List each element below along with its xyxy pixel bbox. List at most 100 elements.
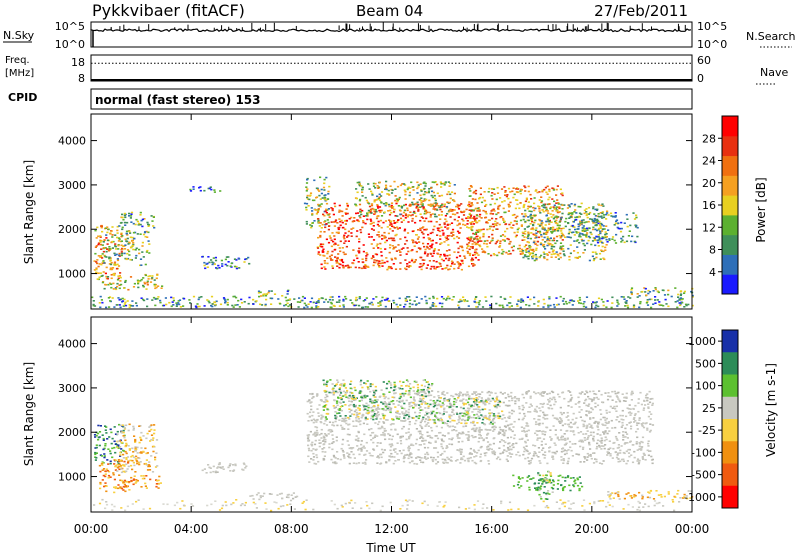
power-cell xyxy=(204,267,207,270)
power-cell xyxy=(447,244,450,246)
power-cell xyxy=(456,224,459,227)
power-cell xyxy=(537,223,540,225)
power-cell xyxy=(350,235,353,237)
power-cell xyxy=(365,199,368,202)
velocity-cell xyxy=(461,440,464,443)
power-cell xyxy=(548,251,551,254)
velocity-cell xyxy=(605,409,608,412)
power-cell xyxy=(636,235,639,238)
power-cell xyxy=(437,253,440,255)
power-cell xyxy=(597,305,600,308)
power-cell xyxy=(517,300,520,302)
power-cell xyxy=(467,238,470,241)
power-cell xyxy=(604,235,607,238)
power-cell xyxy=(141,298,145,301)
y-tick-label: 3000 xyxy=(58,179,86,192)
velocity-cell xyxy=(514,402,517,405)
velocity-cell xyxy=(101,464,104,466)
velocity-cell xyxy=(119,451,122,454)
velocity-cell xyxy=(405,399,408,402)
power-cell xyxy=(376,205,379,208)
power-cell xyxy=(576,251,579,254)
velocity-cell xyxy=(587,435,590,437)
power-cell xyxy=(296,301,299,303)
velocity-cell xyxy=(502,414,505,416)
velocity-cell xyxy=(506,460,509,462)
power-cell xyxy=(457,262,460,264)
power-cell xyxy=(469,217,472,219)
velocity-cell xyxy=(330,458,333,461)
power-cell xyxy=(109,263,113,266)
power-cell xyxy=(252,298,255,301)
velocity-cell xyxy=(339,394,342,396)
power-cell xyxy=(420,298,423,300)
power-cell xyxy=(519,190,522,192)
velocity-cell xyxy=(117,440,120,442)
velocity-cell xyxy=(364,453,367,456)
power-cell xyxy=(482,235,485,238)
velocity-cell xyxy=(117,459,121,461)
power-cell xyxy=(446,235,449,237)
power-cell xyxy=(560,248,563,251)
power-cell xyxy=(233,258,237,260)
power-cell xyxy=(127,243,130,245)
power-cell xyxy=(601,212,604,215)
velocity-cell xyxy=(598,444,601,447)
power-cell xyxy=(449,265,452,267)
power-cell xyxy=(601,203,604,205)
velocity-cell xyxy=(586,391,589,394)
velocity-cell xyxy=(156,480,159,482)
power-cell xyxy=(415,207,418,209)
power-cell xyxy=(506,194,509,196)
power-cell xyxy=(503,200,506,202)
power-cell xyxy=(471,259,475,261)
power-cell xyxy=(458,265,461,267)
velocity-cell xyxy=(488,402,491,405)
power-cell xyxy=(560,230,563,232)
velocity-cell xyxy=(150,428,153,431)
power-cell xyxy=(468,248,471,251)
velocity-cell xyxy=(542,411,545,414)
power-cell xyxy=(601,237,604,240)
power-cell xyxy=(428,211,431,214)
velocity-cell xyxy=(600,413,603,415)
power-cell xyxy=(518,247,521,250)
velocity-cell xyxy=(630,393,633,396)
velocity-cell xyxy=(523,448,527,450)
power-cell xyxy=(93,260,96,262)
power-cell xyxy=(108,246,111,248)
power-cell xyxy=(381,262,384,264)
velocity-cell xyxy=(542,447,545,449)
power-cell xyxy=(540,196,543,198)
power-cell xyxy=(390,206,393,208)
velocity-cell xyxy=(464,419,467,422)
power-cell xyxy=(147,240,150,242)
velocity-cell xyxy=(309,430,312,433)
power-colorbar-swatch xyxy=(722,274,738,295)
power-cell xyxy=(444,236,447,239)
velocity-cell xyxy=(410,405,413,407)
power-cell xyxy=(550,216,553,218)
velocity-cell xyxy=(122,485,125,488)
velocity-cell xyxy=(108,436,111,438)
power-cell xyxy=(434,205,437,207)
velocity-cell xyxy=(636,428,639,430)
velocity-cell xyxy=(331,438,335,440)
velocity-cell xyxy=(549,446,552,448)
velocity-cell xyxy=(362,404,365,406)
power-cell xyxy=(680,293,683,295)
power-cell xyxy=(583,249,586,251)
power-cell xyxy=(467,216,470,218)
velocity-cell xyxy=(480,397,483,399)
velocity-cell xyxy=(413,462,416,465)
velocity-cell xyxy=(565,452,568,455)
velocity-cell xyxy=(572,423,575,425)
power-cell xyxy=(399,184,402,187)
velocity-cell xyxy=(434,435,437,437)
power-cell xyxy=(324,226,327,229)
power-cell xyxy=(260,304,264,306)
power-cell xyxy=(329,296,332,298)
power-cell xyxy=(369,211,372,213)
velocity-cell xyxy=(592,417,595,419)
velocity-cell xyxy=(201,469,204,472)
